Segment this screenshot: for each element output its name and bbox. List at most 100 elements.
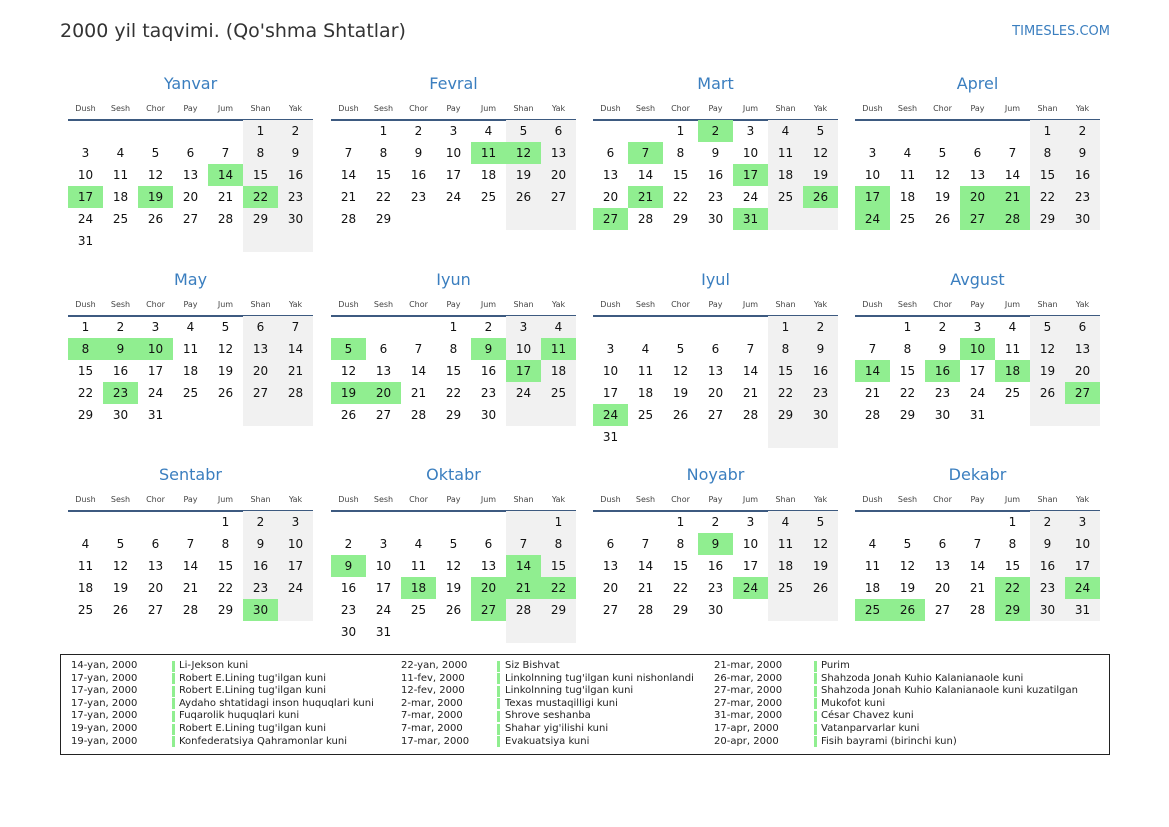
weekday-label: Shan	[513, 104, 534, 113]
weekend-cell	[506, 404, 541, 426]
weekend-cell	[541, 208, 576, 230]
day-cell	[890, 120, 925, 142]
day-cell: 24	[742, 190, 759, 204]
weekday-label: Jum	[217, 495, 234, 504]
holiday-name: Li-Jekson kuni	[179, 660, 249, 671]
weekend-cell	[278, 599, 313, 621]
day-cell: 5	[903, 537, 912, 551]
day-cell: 27	[375, 408, 392, 422]
holiday-marker	[497, 698, 500, 710]
holiday-name: Texas mustaqilligi kuni	[505, 697, 618, 709]
day-cell: 13	[1065, 338, 1100, 360]
weekday-label: Dush	[75, 495, 96, 504]
day-cell: 17	[1065, 555, 1100, 577]
day-cell: 5	[803, 120, 838, 142]
day-cell: 27	[602, 603, 619, 617]
weekday-label: Sesh	[897, 104, 918, 113]
day-cell: 12	[899, 559, 916, 573]
header-rule	[593, 315, 838, 317]
day-cell: 23	[480, 386, 497, 400]
month-name: Avgust	[950, 270, 1005, 289]
day-cell: 5	[1030, 316, 1065, 338]
holiday-name: Fuqarolik huquqlari kuni	[179, 710, 300, 722]
holiday-marker	[497, 723, 500, 735]
day-cell: 4	[186, 320, 195, 334]
header-rule	[331, 510, 576, 512]
holiday-cell: 9	[331, 555, 366, 577]
holiday-marker	[814, 723, 817, 735]
day-cell: 16	[112, 364, 129, 378]
holiday-date: 31-mar, 2000	[714, 710, 783, 722]
day-cell: 2	[711, 515, 720, 529]
holiday-cell: 2	[698, 120, 733, 142]
holiday-cell: 18	[995, 360, 1030, 382]
day-cell: 10	[445, 146, 462, 160]
holiday-cell: 14	[208, 164, 243, 186]
weekday-label: Pay	[970, 300, 985, 309]
day-cell: 18	[768, 555, 803, 577]
holiday-name: Konfederatsiya Qahramonlar kuni	[179, 735, 347, 747]
holiday-cell: 21	[995, 186, 1030, 208]
day-cell: 29	[899, 408, 916, 422]
day-cell: 13	[602, 559, 619, 573]
day-cell: 13	[541, 142, 576, 164]
day-cell: 16	[803, 360, 838, 382]
day-cell: 28	[637, 212, 654, 226]
weekday-label: Dush	[338, 104, 359, 113]
day-cell	[138, 120, 173, 142]
day-cell	[436, 511, 471, 533]
weekday-label: Pay	[708, 300, 723, 309]
day-cell: 18	[768, 164, 803, 186]
day-cell: 6	[243, 316, 278, 338]
day-cell: 6	[1065, 316, 1100, 338]
day-cell: 10	[602, 364, 619, 378]
weekday-label: Dush	[862, 495, 883, 504]
weekday-label: Yak	[551, 300, 566, 309]
holiday-marker	[172, 710, 175, 722]
holiday-cell: 20	[471, 577, 506, 599]
weekday-label: Shan	[1037, 495, 1058, 504]
day-cell: 4	[868, 537, 877, 551]
site-link[interactable]: TIMESLES.COM	[1012, 24, 1110, 39]
day-cell: 16	[410, 168, 427, 182]
day-cell: 25	[77, 603, 94, 617]
day-cell: 20	[934, 581, 951, 595]
holiday-marker	[814, 736, 817, 748]
day-cell: 17	[445, 168, 462, 182]
day-cell: 31	[602, 430, 619, 444]
day-cell: 28	[217, 212, 234, 226]
day-cell: 1	[541, 511, 576, 533]
day-cell: 15	[1004, 559, 1021, 573]
day-cell	[68, 511, 103, 533]
day-cell: 25	[1004, 386, 1021, 400]
day-cell: 3	[506, 316, 541, 338]
day-cell: 16	[278, 164, 313, 186]
day-cell: 15	[375, 168, 392, 182]
holiday-date: 12-fev, 2000	[401, 685, 465, 697]
weekday-label: Sesh	[635, 495, 656, 504]
holiday-cell: 20	[366, 382, 401, 404]
weekday-label: Yak	[1075, 300, 1090, 309]
day-cell: 11	[768, 142, 803, 164]
holiday-cell: 19	[138, 186, 173, 208]
day-cell: 28	[506, 599, 541, 621]
day-cell: 19	[899, 581, 916, 595]
holiday-cell: 22	[243, 186, 278, 208]
holiday-name: Shahzoda Jonah Kuhio Kalanianaole kuni k…	[821, 685, 1078, 697]
day-cell: 21	[864, 386, 881, 400]
holiday-name: César Chavez kuni	[821, 710, 914, 722]
day-cell: 29	[77, 408, 94, 422]
weekday-label: Chor	[671, 300, 690, 309]
weekend-cell	[506, 208, 541, 230]
day-cell: 20	[602, 581, 619, 595]
weekday-label: Jum	[1004, 104, 1021, 113]
day-cell: 18	[541, 360, 576, 382]
day-cell: 22	[445, 386, 462, 400]
day-cell: 1	[449, 320, 458, 334]
holiday-cell: 27	[960, 208, 995, 230]
weekday-label: Pay	[970, 495, 985, 504]
day-cell	[208, 120, 243, 142]
day-cell: 1	[243, 120, 278, 142]
day-cell: 15	[217, 559, 234, 573]
weekday-label: Yak	[288, 104, 303, 113]
